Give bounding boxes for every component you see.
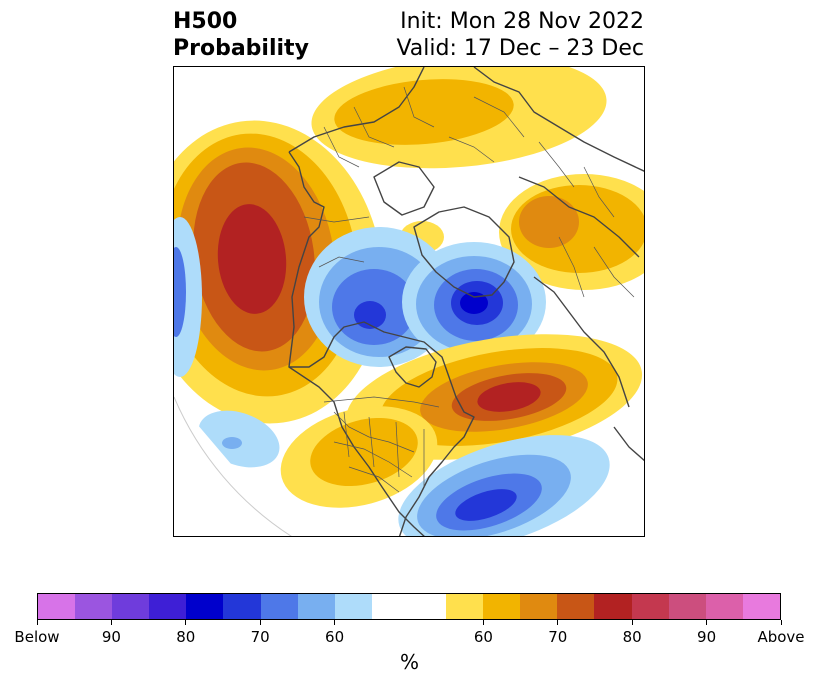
colorbar (37, 593, 781, 620)
colorbar-tick (36, 620, 38, 625)
map-panel (173, 66, 645, 537)
colorbar-above-segment-3 (520, 594, 558, 619)
colorbar-neutral-segment (371, 594, 447, 619)
colorbar-tick (706, 620, 708, 625)
anomaly-ne-pacific-above (174, 120, 383, 424)
colorbar-above-segment-5 (594, 594, 632, 619)
colorbar-tick (259, 620, 261, 625)
colorbar-tick-label: 80 (176, 628, 196, 646)
colorbar-tick (185, 620, 187, 625)
colorbar-tick-label: 80 (622, 628, 642, 646)
colorbar-ticks: Below 90 80 70 60 60 70 80 90 Above (14, 620, 805, 650)
coastlines (288, 67, 644, 536)
anomaly-asia-above (499, 174, 644, 290)
colorbar-below-segment-2 (75, 594, 113, 619)
colorbar-tick (780, 620, 782, 625)
colorbar-tick (557, 620, 559, 625)
polar-map (174, 67, 644, 536)
valid-range: Valid: 17 Dec – 23 Dec (396, 36, 644, 61)
colorbar-tick-label: 70 (548, 628, 568, 646)
anomaly-europe-above (311, 67, 607, 253)
title-variable: H500 (173, 9, 238, 34)
colorbar-above-segment-6 (631, 594, 669, 619)
colorbar-unit-label: % (399, 650, 419, 674)
political-borders (303, 86, 635, 493)
colorbar-tick-label: 70 (250, 628, 270, 646)
colorbar-above-segment-7 (668, 594, 706, 619)
colorbar-tick (110, 620, 112, 625)
colorbar-tick (482, 620, 484, 625)
colorbar-above-segment-1 (446, 594, 484, 619)
colorbar-tick-label: 90 (101, 628, 121, 646)
colorbar-tick-label: Below (14, 628, 60, 646)
colorbar-below-segment-9 (334, 594, 372, 619)
init-date: Init: Mon 28 Nov 2022 (400, 9, 644, 34)
anomaly-atlantic-below (398, 435, 610, 536)
colorbar-tick (334, 620, 336, 625)
colorbar-tick-label: 60 (325, 628, 345, 646)
colorbar-above-segment-9 (742, 594, 780, 619)
colorbar-tick-label: Above (757, 628, 805, 646)
colorbar-above-segment-2 (483, 594, 521, 619)
colorbar-below-segment-5 (186, 594, 224, 619)
colorbar-below-segment-3 (112, 594, 150, 619)
colorbar-below-segment-4 (149, 594, 187, 619)
colorbar-tick-label: 90 (697, 628, 717, 646)
anomaly-far-pacific-below (174, 217, 202, 377)
colorbar-above-segment-4 (557, 594, 595, 619)
plot-title-left: H500 Probability (173, 8, 309, 62)
colorbar-above-segment-8 (705, 594, 743, 619)
colorbar-below-segment-1 (38, 594, 76, 619)
colorbar-below-segment-8 (297, 594, 335, 619)
colorbar-below-segment-7 (260, 594, 298, 619)
title-field: Probability (173, 36, 309, 61)
colorbar-tick (631, 620, 633, 625)
anomaly-conus-above (280, 406, 438, 508)
plot-title-right: Init: Mon 28 Nov 2022 Valid: 17 Dec – 23… (396, 8, 644, 62)
colorbar-tick-label: 60 (473, 628, 493, 646)
colorbar-below-segment-6 (223, 594, 261, 619)
